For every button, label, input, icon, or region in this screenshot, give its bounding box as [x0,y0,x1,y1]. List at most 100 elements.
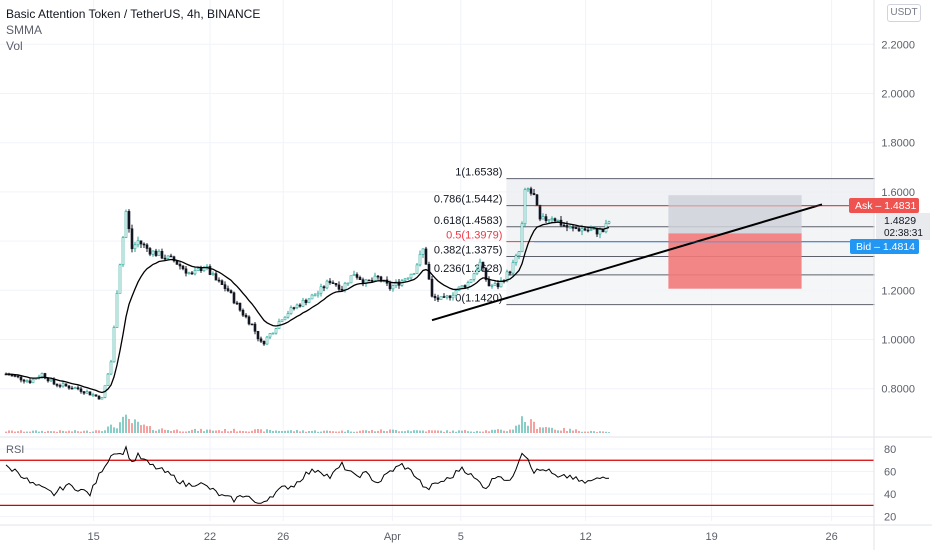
candle-body [193,270,197,275]
volume-bar [491,429,493,433]
volume-bar [557,430,559,433]
volume-bar [275,430,277,433]
volume-bar [605,431,607,433]
volume-bar [506,431,508,433]
candle-body [565,225,569,228]
candle-body [508,271,512,274]
candle-body [148,248,152,255]
volume-bar [47,430,49,433]
candle-body [22,379,26,382]
candle-body [109,361,113,375]
fib-level-label: 0.5(1.3979) [446,230,502,242]
candle-body [19,376,23,381]
volume-bar [413,430,415,433]
volume-bar [131,423,133,433]
volume-bar [176,429,178,433]
volume-bar [206,429,208,433]
volume-bar [194,428,196,433]
volume-bar [416,430,418,433]
ask-tag [849,198,919,213]
candle-body [511,262,515,274]
legend-smma[interactable]: SMMA [6,23,42,37]
volume-bar [209,429,211,433]
candle-body [403,278,407,281]
volume-bar [122,416,124,433]
volume-bar [335,431,337,433]
candle-body [169,255,173,258]
candle-body [133,244,137,250]
volume-bar [269,429,271,433]
candle-body [52,378,56,385]
volume-bar [524,421,526,433]
volume-bar [287,430,289,433]
volume-histogram [5,414,610,433]
volume-bar [458,430,460,433]
smma-path [5,221,610,394]
rsi-pane: RSI [0,436,932,506]
volume-bar [431,430,433,433]
volume-bar [326,430,328,433]
fib-level-label: 0.618(1.4583) [434,215,503,227]
volume-bar [494,429,496,433]
candle-body [85,391,89,394]
time-tick-label: 26 [825,531,837,543]
volume-bar [149,426,151,433]
bid-tag [850,239,919,254]
candle-body [229,290,233,294]
volume-bar [224,428,226,433]
volume-bar [203,431,205,433]
trendline[interactable] [431,203,823,322]
volume-bar [254,429,256,433]
time-tick-label: 15 [87,531,99,543]
candle-body [118,264,122,294]
volume-bar [422,430,424,433]
ask-label: Ask – 1.4831 [855,200,916,212]
candle-body [13,375,17,377]
countdown: 02:38:31 [884,228,923,239]
candle-body [181,265,185,270]
candle-body [166,255,170,259]
volume-bar [23,431,25,433]
volume-bar [467,431,469,433]
volume-bar [608,432,610,433]
volume-bar [563,427,565,433]
volume-bar [551,427,553,433]
candle-body [271,332,275,335]
candle-body [562,224,566,227]
volume-bar [386,431,388,433]
candle-body [352,274,356,277]
volume-bar [296,429,298,433]
smma-line [5,221,610,394]
volume-bar [485,430,487,433]
candle-body [175,260,179,265]
volume-bar [95,430,97,433]
volume-bar [440,430,442,433]
last-price-tag [876,213,930,240]
legend-vol[interactable]: Vol [6,39,23,53]
candle-body [436,297,440,300]
volume-bar [578,430,580,433]
volume-bar [545,426,547,433]
candle-body [199,268,203,272]
volume-bar [68,430,70,433]
candle-body [304,299,308,303]
volume-bar [419,430,421,433]
volume-bar [479,431,481,433]
candle-body [232,292,236,304]
candle-body [523,189,527,225]
candle-body [448,295,452,299]
rsi-line [5,445,610,504]
volume-bar [170,430,172,433]
volume-bar [320,431,322,433]
volume-bar [260,429,262,433]
candle-body [334,283,338,286]
currency-button[interactable]: USDT [887,4,921,22]
volume-bar [437,430,439,433]
candle-body [64,383,68,387]
candle-body [349,275,353,284]
candle-body [265,336,269,345]
candle-body [136,240,140,246]
candle-body [253,323,257,332]
volume-bar [182,431,184,433]
